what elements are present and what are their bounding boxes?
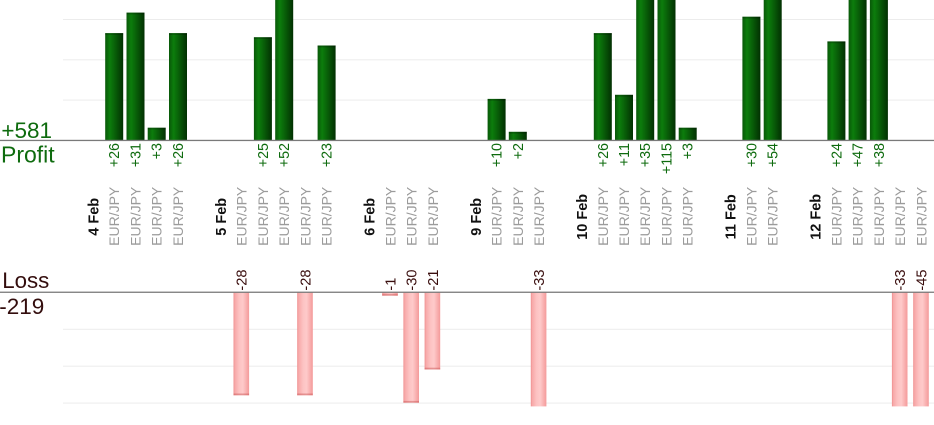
svg-text:+25: +25 xyxy=(256,143,272,167)
svg-text:10 Feb: 10 Feb xyxy=(575,194,591,240)
svg-text:EUR/JPY: EUR/JPY xyxy=(659,186,675,246)
svg-text:EUR/JPY: EUR/JPY xyxy=(637,186,653,246)
svg-text:+26: +26 xyxy=(596,143,612,167)
svg-text:-45: -45 xyxy=(914,270,930,291)
svg-text:+2: +2 xyxy=(511,143,527,159)
svg-text:+38: +38 xyxy=(872,143,888,167)
svg-text:-28: -28 xyxy=(298,270,314,291)
svg-text:5 Feb: 5 Feb xyxy=(214,198,230,236)
svg-text:+115: +115 xyxy=(660,143,676,174)
svg-text:-1: -1 xyxy=(383,278,399,291)
svg-text:EUR/JPY: EUR/JPY xyxy=(680,186,696,246)
svg-text:EUR/JPY: EUR/JPY xyxy=(297,186,313,246)
svg-text:+54: +54 xyxy=(766,143,782,167)
svg-text:EUR/JPY: EUR/JPY xyxy=(828,186,844,246)
svg-text:EUR/JPY: EUR/JPY xyxy=(531,186,547,246)
svg-text:+3: +3 xyxy=(681,143,697,159)
svg-text:+31: +31 xyxy=(129,143,145,167)
svg-text:EUR/JPY: EUR/JPY xyxy=(234,186,250,246)
svg-text:EUR/JPY: EUR/JPY xyxy=(276,186,292,246)
svg-text:12 Feb: 12 Feb xyxy=(809,194,825,240)
svg-text:+23: +23 xyxy=(320,143,336,167)
svg-text:-219: -219 xyxy=(0,294,44,319)
svg-text:+30: +30 xyxy=(744,143,760,167)
svg-text:EUR/JPY: EUR/JPY xyxy=(404,186,420,246)
svg-text:EUR/JPY: EUR/JPY xyxy=(170,186,186,246)
svg-text:EUR/JPY: EUR/JPY xyxy=(850,186,866,246)
svg-text:+52: +52 xyxy=(277,143,293,167)
svg-text:+10: +10 xyxy=(490,143,506,167)
svg-text:EUR/JPY: EUR/JPY xyxy=(913,186,929,246)
svg-text:EUR/JPY: EUR/JPY xyxy=(765,186,781,246)
svg-text:EUR/JPY: EUR/JPY xyxy=(128,186,144,246)
svg-text:EUR/JPY: EUR/JPY xyxy=(743,186,759,246)
svg-text:Loss: Loss xyxy=(2,268,49,293)
svg-text:+3: +3 xyxy=(150,143,166,159)
svg-text:+11: +11 xyxy=(617,143,633,166)
svg-text:+35: +35 xyxy=(638,143,654,167)
svg-text:Profit: Profit xyxy=(1,141,55,167)
svg-text:EUR/JPY: EUR/JPY xyxy=(595,186,611,246)
svg-text:EUR/JPY: EUR/JPY xyxy=(149,186,165,246)
svg-text:-28: -28 xyxy=(235,270,251,291)
svg-text:EUR/JPY: EUR/JPY xyxy=(382,186,398,246)
svg-text:EUR/JPY: EUR/JPY xyxy=(319,186,335,246)
svg-text:EUR/JPY: EUR/JPY xyxy=(425,186,441,246)
svg-text:EUR/JPY: EUR/JPY xyxy=(489,186,505,246)
svg-text:11 Feb: 11 Feb xyxy=(724,194,740,239)
svg-text:6 Feb: 6 Feb xyxy=(363,198,379,236)
svg-text:-30: -30 xyxy=(405,270,421,291)
svg-text:EUR/JPY: EUR/JPY xyxy=(106,186,122,246)
svg-text:+581: +581 xyxy=(1,118,52,143)
svg-text:+24: +24 xyxy=(829,143,845,167)
svg-text:4 Feb: 4 Feb xyxy=(87,198,103,236)
svg-text:9 Feb: 9 Feb xyxy=(469,198,485,236)
svg-text:EUR/JPY: EUR/JPY xyxy=(871,186,887,246)
svg-text:EUR/JPY: EUR/JPY xyxy=(616,186,632,246)
svg-text:+26: +26 xyxy=(107,143,123,167)
svg-text:+26: +26 xyxy=(171,143,187,167)
svg-text:-33: -33 xyxy=(893,270,909,291)
svg-text:-33: -33 xyxy=(532,270,548,291)
svg-text:EUR/JPY: EUR/JPY xyxy=(255,186,271,246)
svg-text:EUR/JPY: EUR/JPY xyxy=(510,186,526,246)
svg-text:+47: +47 xyxy=(851,143,867,167)
svg-text:EUR/JPY: EUR/JPY xyxy=(892,186,908,246)
svg-text:-21: -21 xyxy=(426,270,442,291)
